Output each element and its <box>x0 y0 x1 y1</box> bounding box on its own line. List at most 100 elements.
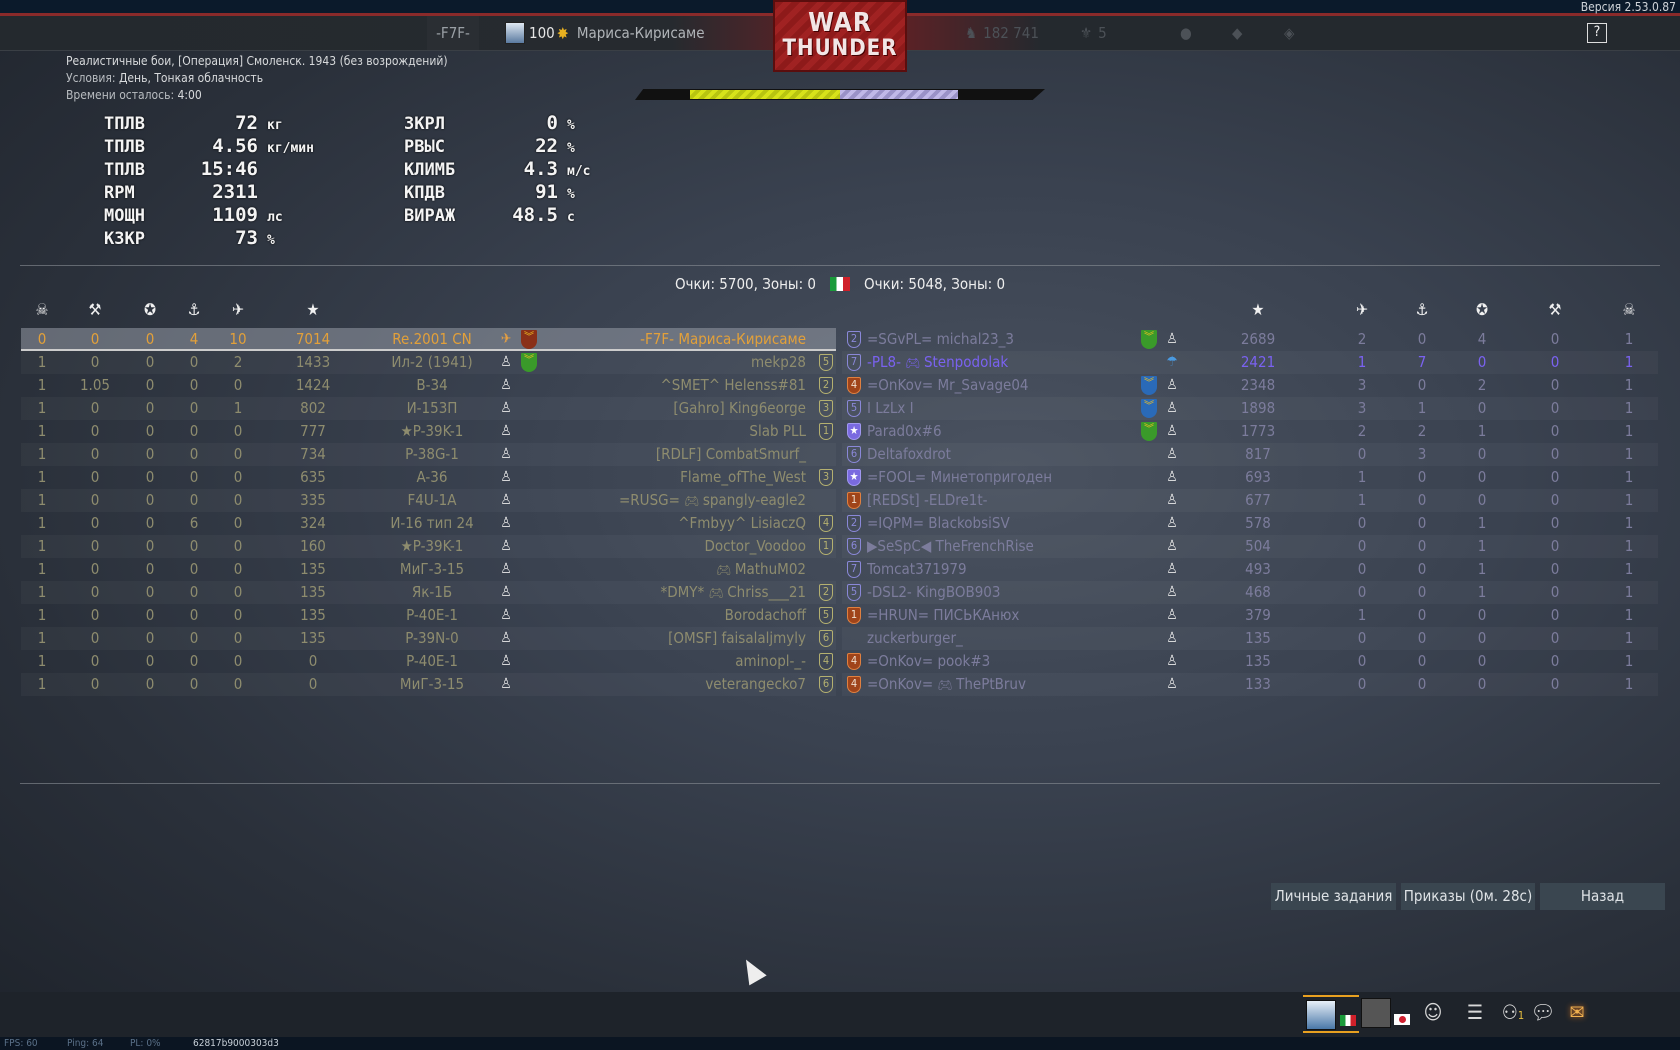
right-team-row[interactable]: 1 =HRUN= ПИСЬКАнюх ♙ 379 1 0 0 0 1 <box>842 604 1658 627</box>
left-team-row[interactable]: 1 1.05 0 0 0 1424 B-34 ♙ ^SMET^ Helenss#81 2 <box>21 374 836 397</box>
rank-badge: 4 <box>847 653 861 670</box>
stat-cell: 0 <box>233 629 243 647</box>
left-team-score: Очки: 5700, Зоны: 0 <box>674 275 816 293</box>
stat-cell: 1 <box>1624 376 1634 394</box>
right-team-row[interactable]: 6 Deltafoxdrot ♙ 817 0 3 0 0 1 <box>842 443 1658 466</box>
rank-badge: 5 <box>847 584 861 601</box>
air-column-header[interactable]: ✈ <box>1355 300 1369 319</box>
clan-tag[interactable]: -F7F- <box>427 16 479 50</box>
stat-cell: 1 <box>37 376 47 394</box>
ground-column-header[interactable]: ⚒ <box>1548 300 1562 319</box>
nickname: KingBOB903 <box>916 583 1001 601</box>
stat-cell: 0 <box>189 560 199 578</box>
help-button[interactable]: ? <box>1587 23 1607 43</box>
left-team-row[interactable]: 1 0 0 0 1 802 И-153П ♙ [Gahro] King6eorge 3 <box>21 397 836 420</box>
left-team-row[interactable]: 1 0 0 0 0 734 P-38G-1 ♙ [RDLF] CombatSmurf_ <box>21 443 836 466</box>
right-team-row[interactable]: 1 [REDSt] -ELDre1t- ♙ 677 1 0 0 0 1 <box>842 489 1658 512</box>
left-team-row[interactable]: 1 0 0 6 0 324 И-16 тип 24 ♙ ^Fmbyy^ LisiaczQ 4 <box>21 512 836 535</box>
left-team-row[interactable]: 1 0 0 0 0 135 P-39N-0 ♙ [OMSF] faisalaljmyly 6 <box>21 627 836 650</box>
left-team-row[interactable]: 1 0 0 0 0 135 P-40E-1 ♙ Borodachoff 5 <box>21 604 836 627</box>
left-team-row[interactable]: 1 0 0 0 2 1433 Ил-2 (1941) ♙ ︾ mekp28 5 <box>21 351 836 374</box>
stat-cell: 1 <box>1624 652 1634 670</box>
right-team-row[interactable]: 4 =OnKov= 🎮︎ ThePtBruv ♙ 133 0 0 0 0 1 <box>842 673 1658 696</box>
score-column-header[interactable]: ★ <box>306 300 320 319</box>
ground-column-header[interactable]: ⚒ <box>88 300 102 319</box>
friends-icon[interactable]: ⚇1 <box>1501 1000 1525 1024</box>
awards-column-header[interactable]: ✪ <box>143 300 157 319</box>
left-team-row[interactable]: 1 0 0 0 0 0 МиГ-3-15 ♙ veterangecko7 6 <box>21 673 836 696</box>
right-team-row[interactable]: 2 =IQPM= BlackobsiSV ♙ 578 0 0 1 0 1 <box>842 512 1658 535</box>
left-team-row[interactable]: 1 0 0 0 0 335 F4U-1A ♙ =RUSG= 🎮︎ spangly-eagle2 <box>21 489 836 512</box>
air-column-header[interactable]: ✈ <box>231 300 245 319</box>
naval-column-header[interactable]: ⚓ <box>1415 300 1429 319</box>
player-name: ▶SeSpC◀ TheFrenchRise <box>867 535 1034 558</box>
overlay-value: 72 <box>235 112 258 134</box>
left-team-row[interactable]: 1 0 0 0 0 160 ★P-39K-1 ♙ Doctor_Voodoo 1 <box>21 535 836 558</box>
clan-tag: -F7F- <box>640 330 675 348</box>
left-team-row[interactable]: 1 0 0 0 0 777 ★P-39K-1 ♙ Slab PLL 1 <box>21 420 836 443</box>
right-team-row[interactable]: 6 ▶SeSpC◀ TheFrenchRise ♙ 504 0 0 1 0 1 <box>842 535 1658 558</box>
right-team-row[interactable]: 4 =OnKov= pook#3 ♙ 135 0 0 0 0 1 <box>842 650 1658 673</box>
deaths-column-header[interactable]: ☠ <box>1622 300 1636 319</box>
gamepad-icon: 🎮︎ <box>905 356 924 370</box>
left-team-row[interactable]: 1 0 0 0 0 135 Як-1Б ♙ *DMY* 🎮︎ Chriss___21 2 <box>21 581 836 604</box>
stat-cell: 1 <box>1477 514 1487 532</box>
left-team-row[interactable]: 0 0 0 4 10 7014 Re.2001 CN ✈ ︾ -F7F- Мариса-Кирис… <box>21 328 836 351</box>
right-team-row[interactable]: 2 =SGvPL= michal23_3 ︾ ♙ 2689 2 0 4 0 1 <box>842 328 1658 351</box>
time-remaining: 4:00 <box>177 88 202 102</box>
nickname: Mr_Savage04 <box>937 376 1029 394</box>
plane-icon: ✈ <box>500 331 512 347</box>
personal-tasks-button[interactable]: Личные задания <box>1271 883 1396 910</box>
stat-cell: 135 <box>300 560 326 578</box>
back-button[interactable]: Назад <box>1540 883 1665 910</box>
nickname: Stenpodolak <box>923 353 1009 371</box>
lions-balance[interactable]: ♞ 182 741 <box>965 24 1039 42</box>
player-name: =FOOL= Минетопригоден <box>867 466 1052 489</box>
right-team-row[interactable]: 4 =OnKov= Mr_Savage04 ︾ ♙ 2348 3 0 2 0 1 <box>842 374 1658 397</box>
left-team-row[interactable]: 1 0 0 0 0 635 A-36 ♙ Flame_ofThe_West 3 <box>21 466 836 489</box>
rank-chevron-icon: ︾ <box>1141 422 1157 441</box>
right-team-row[interactable]: zuckerburger_ ♙ 135 0 0 0 0 1 <box>842 627 1658 650</box>
awards-column-header[interactable]: ✪ <box>1475 300 1489 319</box>
right-team-row[interactable]: 7 Tomcat371979 ♙ 493 0 0 1 0 1 <box>842 558 1658 581</box>
stat-cell: 1 <box>1624 606 1634 624</box>
deaths-column-header[interactable]: ☠ <box>35 300 49 319</box>
player-name: zuckerburger_ <box>867 627 963 650</box>
left-team-row[interactable]: 1 0 0 0 0 0 P-40E-1 ♙ aminopl-_- 4 <box>21 650 836 673</box>
squad-icon[interactable]: ☺ <box>1423 1000 1443 1024</box>
nickname: Slab PLL <box>749 422 806 440</box>
battle-pass-icon[interactable]: ◈ <box>1284 24 1295 42</box>
right-team-row[interactable]: 5 -DSL2- KingBOB903 ♙ 468 0 0 1 0 1 <box>842 581 1658 604</box>
pilot-icon: ♙ <box>500 377 512 393</box>
stat-cell: 1 <box>37 468 47 486</box>
chat-icon[interactable]: 💬︎ <box>1530 1000 1556 1024</box>
warbond-icon[interactable]: ◆ <box>1232 24 1243 42</box>
stat-cell: 2 <box>1357 422 1367 440</box>
right-team-row[interactable]: ★ Parad0x#6 ︾ ♙ 1773 2 2 1 0 1 <box>842 420 1658 443</box>
stat-cell: 0 <box>90 422 100 440</box>
score-column-header[interactable]: ★ <box>1251 300 1265 319</box>
rank-badge: 4 <box>847 676 861 693</box>
right-team-row[interactable]: ★ =FOOL= Минетопригоден ♙ 693 1 0 0 0 1 <box>842 466 1658 489</box>
eagles-balance[interactable]: ⚜ 5 <box>1080 24 1107 42</box>
stat-cell: 0 <box>1357 560 1367 578</box>
mail-icon[interactable]: ✉ <box>1569 1000 1585 1024</box>
orders-button[interactable]: Приказы (0м. 28с) <box>1401 883 1535 910</box>
clan-tag: -DSL2- <box>867 583 912 601</box>
rank-badge: 3 <box>819 400 833 417</box>
list-icon[interactable]: ☰ <box>1466 1000 1484 1024</box>
player-profile[interactable]: 100 ✸ Мариса-Кирисаме <box>505 16 705 50</box>
lightbulb-icon[interactable]: ● <box>1180 24 1192 42</box>
squad-invite-slot[interactable] <box>1361 998 1391 1028</box>
stat-cell: 0 <box>145 353 155 371</box>
stat-cell: 1 <box>1624 629 1634 647</box>
overlay-unit: % <box>567 118 575 133</box>
right-team-row[interactable]: 7 -PL8- 🎮︎ Stenpodolak ☂ 2421 1 7 0 0 1 <box>842 351 1658 374</box>
own-squad-slot[interactable] <box>1303 995 1359 1033</box>
naval-column-header[interactable]: ⚓ <box>187 300 201 319</box>
pilot-icon: ♙ <box>500 469 512 485</box>
stat-cell: 2 <box>233 353 243 371</box>
left-team-row[interactable]: 1 0 0 0 0 135 МиГ-3-15 ♙ 🎮︎ MathuM02 <box>21 558 836 581</box>
stat-cell: 1.05 <box>79 376 111 394</box>
right-team-row[interactable]: 5 I LzLx I ︾ ♙ 1898 3 1 0 0 1 <box>842 397 1658 420</box>
